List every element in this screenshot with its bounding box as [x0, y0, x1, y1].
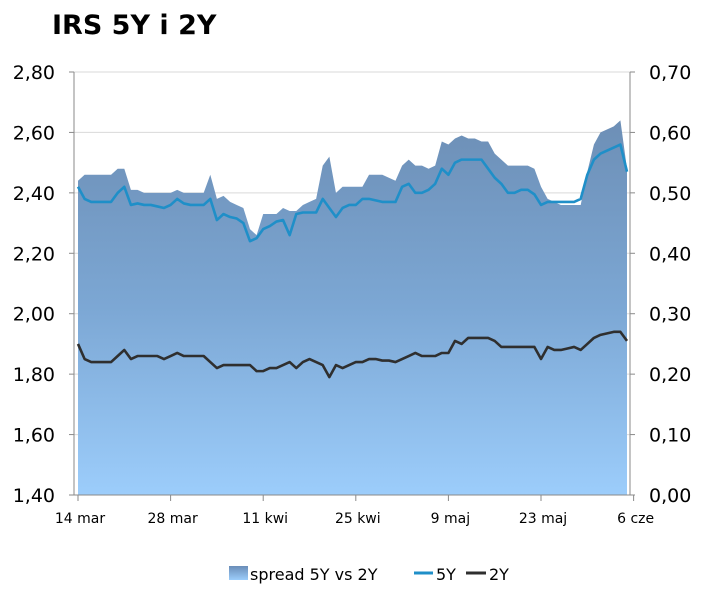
- right-tick-label: 0,40: [649, 243, 691, 265]
- left-tick-label: 2,20: [13, 243, 55, 265]
- right-tick-label: 0,30: [649, 304, 691, 326]
- x-tick-label: 23 maj: [519, 511, 567, 527]
- legend-label-2y: 2Y: [489, 565, 509, 584]
- left-tick-label: 1,80: [13, 364, 55, 386]
- left-tick-label: 2,40: [13, 183, 55, 205]
- right-tick-label: 0,60: [649, 122, 691, 144]
- left-tick-label: 2,00: [13, 304, 55, 326]
- chart-title: IRS 5Y i 2Y: [52, 10, 217, 41]
- x-tick-label: 25 kwi: [335, 511, 381, 527]
- right-tick-label: 0,20: [649, 364, 691, 386]
- right-tick-label: 0,50: [649, 183, 691, 205]
- series-line-5y: [76, 143, 629, 243]
- x-tick-label: 28 mar: [147, 511, 197, 527]
- x-tick-label: 14 mar: [55, 511, 105, 527]
- axes: [73, 72, 631, 496]
- line-layer: [76, 143, 629, 379]
- right-axis-ticks: 0,00 0,10 0,20 0,30 0,40 0,50 0,60 0,70: [630, 62, 691, 507]
- area-layer: [78, 120, 627, 495]
- legend-label-spread: spread 5Y vs 2Y: [250, 565, 378, 584]
- legend-label-5y: 5Y: [436, 565, 456, 584]
- left-tick-label: 1,40: [13, 485, 55, 507]
- left-tick-label: 2,80: [13, 62, 55, 84]
- series-area-spread: [78, 120, 627, 495]
- left-axis-ticks: 1,40 1,60 1,80 2,00 2,20 2,40 2,60 2,80: [13, 62, 74, 507]
- left-tick-label: 2,60: [13, 122, 55, 144]
- x-axis-ticks: 14 mar 28 mar 11 kwi 25 kwi 9 maj 23 maj 6 cze: [55, 495, 654, 527]
- legend-swatch-spread: [229, 566, 248, 580]
- left-tick-label: 1,60: [13, 425, 55, 447]
- x-tick-label: 9 maj: [431, 511, 470, 527]
- right-tick-label: 0,00: [649, 485, 691, 507]
- x-tick-label: 11 kwi: [242, 511, 288, 527]
- right-tick-label: 0,10: [649, 425, 691, 447]
- series-line-2y: [76, 330, 629, 379]
- x-tick-label: 6 cze: [617, 511, 654, 527]
- legend: spread 5Y vs 2Y 5Y 2Y: [229, 565, 509, 584]
- right-tick-label: 0,70: [649, 62, 691, 84]
